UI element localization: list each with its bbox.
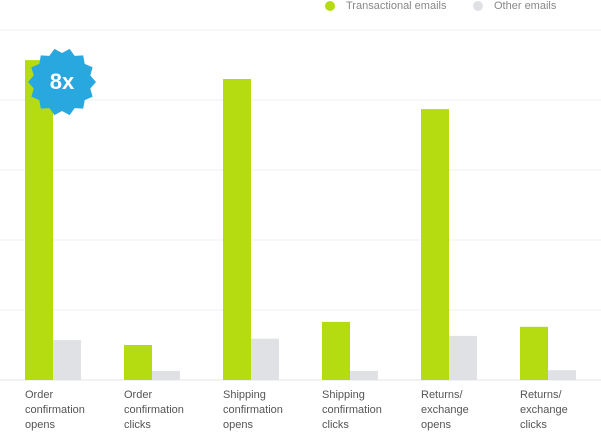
bar <box>520 326 548 380</box>
bar <box>548 370 576 380</box>
x-tick-label: Order confirmation opens <box>25 389 85 431</box>
annotation: 8x <box>50 69 75 94</box>
bar <box>449 335 477 380</box>
bar <box>350 370 378 380</box>
bar <box>124 345 152 380</box>
x-tick-label: Returns/ exchange clicks <box>520 389 568 431</box>
bar <box>223 79 251 380</box>
x-tick-label: Shipping confirmation clicks <box>322 389 382 431</box>
bar <box>421 109 449 380</box>
x-tick-label: Returns/ exchange opens <box>421 389 469 431</box>
x-tick-label: Order confirmation clicks <box>124 389 184 431</box>
bar <box>152 370 180 380</box>
legend-swatch <box>325 1 335 11</box>
badge <box>28 48 96 116</box>
legend-label: Other emails <box>494 0 557 12</box>
bar <box>322 321 350 380</box>
bar <box>53 340 81 380</box>
legend-swatch <box>473 1 483 11</box>
x-tick-label: Shipping confirmation opens <box>223 389 283 431</box>
bar <box>25 60 53 380</box>
bar <box>251 338 279 380</box>
legend-label: Transactional emails <box>346 0 447 12</box>
